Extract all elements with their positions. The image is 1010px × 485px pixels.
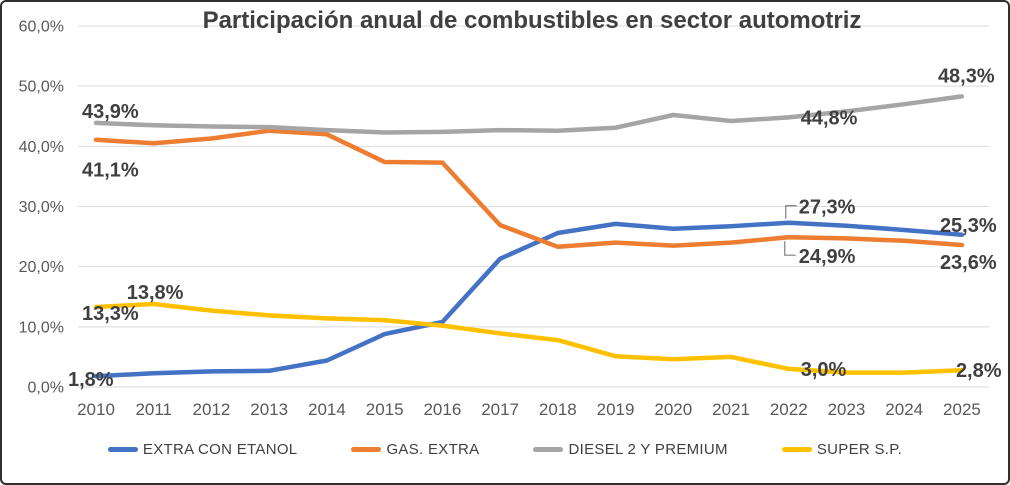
x-tick-2019: 2019 [597, 400, 635, 419]
x-tick-2021: 2021 [712, 400, 750, 419]
data-label-gas-extra-24-9: 24,9% [799, 246, 856, 268]
data-label-extra-con-etanol-25-3: 25,3% [940, 215, 997, 237]
callout-line-27-3 [785, 205, 797, 219]
x-tick-2018: 2018 [539, 400, 577, 419]
data-label-diesel-2-y-premium-48-3: 48,3% [938, 65, 995, 87]
legend-item-diesel-2-y-premium[interactable]: DIESEL 2 Y PREMIUM [533, 441, 728, 458]
legend-label-extra-con-etanol: EXTRA CON ETANOL [142, 441, 298, 458]
callout-line-24-9 [784, 241, 796, 256]
x-tick-2010: 2010 [77, 400, 115, 419]
legend-item-extra-con-etanol[interactable]: EXTRA CON ETANOL [107, 441, 298, 458]
data-label-diesel-2-y-premium-43-9: 43,9% [82, 101, 139, 123]
chart-title: Participación anual de combustibles en s… [202, 7, 862, 34]
legend-item-super-s-p[interactable]: SUPER S.P. [781, 441, 903, 458]
x-tick-2025: 2025 [943, 400, 981, 419]
series-line-gas-extra[interactable] [93, 128, 965, 250]
y-tick-20-0: 20,0% [19, 259, 64, 276]
x-tick-2024: 2024 [885, 400, 923, 419]
data-label-super-s-p-3-0: 3,0% [801, 359, 847, 381]
y-tick-40-0: 40,0% [19, 139, 64, 156]
y-tick-50-0: 50,0% [19, 79, 64, 96]
legend-swatch-diesel-2-y-premium [533, 447, 564, 452]
x-tick-2017: 2017 [481, 400, 519, 419]
x-tick-2011: 2011 [135, 400, 172, 419]
data-label-super-s-p-13-8: 13,8% [127, 282, 184, 304]
x-tick-2014: 2014 [308, 400, 346, 419]
series-line-extra-con-etanol[interactable] [93, 220, 965, 379]
y-tick-60-0: 60,0% [19, 18, 64, 35]
y-tick-30-0: 30,0% [19, 199, 64, 216]
legend: EXTRA CON ETANOL GAS. EXTRA DIESEL 2 Y PRE… [0, 441, 1010, 458]
data-label-super-s-p-13-3: 13,3% [82, 303, 139, 325]
data-label-diesel-2-y-premium-44-8: 44,8% [801, 107, 858, 129]
x-tick-2023: 2023 [828, 400, 866, 419]
legend-item-gas-extra[interactable]: GAS. EXTRA [351, 441, 479, 458]
legend-label-gas-extra: GAS. EXTRA [386, 441, 480, 458]
legend-label-diesel-2-y-premium: DIESEL 2 Y PREMIUM [568, 441, 728, 458]
data-label-gas-extra-23-6: 23,6% [940, 252, 997, 274]
data-label-extra-con-etanol-27-3: 27,3% [799, 197, 856, 219]
data-label-gas-extra-41-1: 41,1% [82, 160, 139, 182]
y-tick-0-0: 0,0% [28, 380, 64, 397]
x-tick-2013: 2013 [250, 400, 288, 419]
x-tick-2016: 2016 [423, 400, 461, 419]
series-line-super-s-p[interactable] [93, 301, 965, 375]
data-label-super-s-p-2-8: 2,8% [956, 360, 1002, 382]
x-tick-2020: 2020 [654, 400, 692, 419]
series-line-diesel-2-y-premium[interactable] [93, 94, 965, 135]
y-tick-10-0: 10,0% [19, 319, 64, 336]
legend-swatch-super-s-p [781, 447, 812, 452]
legend-label-super-s-p: SUPER S.P. [816, 441, 903, 458]
x-tick-2012: 2012 [193, 400, 231, 419]
legend-swatch-extra-con-etanol [107, 447, 138, 452]
legend-swatch-gas-extra [351, 447, 382, 452]
x-tick-2015: 2015 [366, 400, 404, 419]
x-tick-2022: 2022 [770, 400, 808, 419]
data-label-extra-con-etanol-1-8: 1,8% [68, 369, 114, 391]
